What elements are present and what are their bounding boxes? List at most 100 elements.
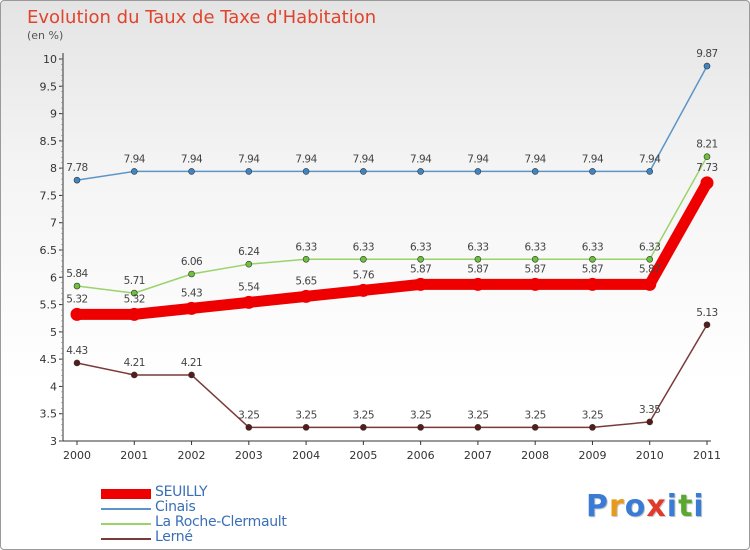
data-label: 6.33: [353, 241, 374, 253]
y-tick-label: 4: [50, 380, 57, 393]
data-label: 5.43: [181, 287, 202, 299]
data-point: [185, 301, 199, 315]
data-label: 6.33: [295, 241, 316, 253]
legend-swatch: [101, 508, 151, 510]
data-label: 3.25: [467, 409, 488, 421]
data-label: 3.25: [238, 409, 259, 421]
data-point: [417, 255, 424, 263]
data-point: [643, 277, 657, 291]
data-label: 6.06: [181, 256, 203, 268]
data-label: 7.94: [124, 153, 146, 165]
data-label: 5.87: [639, 263, 660, 275]
y-tick-label: 5: [50, 326, 57, 339]
y-tick-label: 10: [43, 53, 57, 66]
x-tick-label: 2001: [120, 449, 148, 462]
data-label: 4.43: [66, 345, 87, 357]
data-label: 6.33: [410, 241, 431, 253]
data-point: [245, 168, 253, 175]
data-label: 7.94: [582, 153, 604, 165]
legend-swatch: [101, 538, 151, 540]
data-label: 7.94: [353, 153, 375, 165]
data-point: [417, 424, 424, 431]
data-label: 5.32: [124, 293, 145, 305]
data-label: 5.87: [467, 263, 488, 275]
legend-item: Lerné: [101, 529, 361, 546]
data-point: [245, 260, 253, 268]
data-point: [245, 424, 253, 431]
data-label: 5.87: [410, 263, 431, 275]
y-tick-label: 7.5: [40, 189, 58, 202]
data-label: 5.87: [524, 263, 545, 275]
data-point: [531, 168, 539, 175]
x-tick-label: 2009: [578, 449, 606, 462]
data-label: 5.84: [66, 268, 88, 280]
y-tick-label: 3: [50, 435, 57, 448]
data-point: [70, 307, 84, 321]
legend-swatch: [101, 489, 151, 499]
y-tick-label: 4.5: [40, 353, 58, 366]
data-point: [73, 282, 81, 290]
data-point: [528, 277, 542, 291]
data-point: [360, 424, 367, 431]
data-label: 6.24: [238, 246, 260, 258]
legend-label: La Roche-Clermault: [155, 514, 287, 530]
data-point: [585, 277, 599, 291]
data-label: 4.21: [181, 357, 202, 369]
data-point: [471, 277, 485, 291]
data-point: [589, 255, 596, 263]
data-label: 5.54: [238, 281, 260, 293]
x-tick-label: 2007: [464, 449, 492, 462]
data-label: 3.25: [524, 409, 545, 421]
data-label: 6.33: [467, 241, 488, 253]
data-point: [474, 255, 482, 263]
data-label: 7.73: [696, 162, 717, 174]
data-point: [531, 255, 539, 263]
y-tick-label: 6.5: [40, 244, 58, 257]
series-line-la-roche-clermault: [76, 155, 708, 294]
data-point: [703, 62, 711, 70]
x-tick-label: 2005: [349, 449, 377, 462]
series-line-seuilly: [71, 177, 713, 320]
data-point: [130, 371, 138, 379]
y-tick-label: 9: [50, 108, 57, 121]
data-point: [356, 283, 370, 297]
legend-item: Cinais: [101, 499, 361, 516]
data-point: [589, 168, 596, 175]
data-label: 7.94: [524, 153, 546, 165]
data-point: [414, 277, 428, 291]
data-point: [474, 424, 482, 431]
data-point: [474, 168, 482, 175]
data-label: 6.33: [639, 241, 660, 253]
data-label: 3.25: [353, 409, 374, 421]
y-tick-label: 8.5: [40, 135, 58, 148]
data-point: [188, 371, 195, 379]
x-tick-label: 2008: [521, 449, 549, 462]
x-tick-label: 2003: [235, 449, 263, 462]
proxiti-logo: Proxiti: [586, 489, 705, 524]
data-label: 4.21: [124, 357, 145, 369]
legend-item: SEUILLY: [101, 484, 361, 501]
data-point: [73, 176, 81, 184]
data-point: [73, 359, 81, 367]
x-tick-label: 2004: [292, 449, 320, 462]
legend-label: SEUILLY: [155, 484, 208, 500]
x-tick-label: 2010: [636, 449, 664, 462]
data-point: [646, 168, 654, 175]
legend-swatch: [101, 523, 151, 525]
data-point: [703, 321, 711, 329]
x-tick-label: 2002: [178, 449, 206, 462]
data-label: 3.25: [582, 409, 603, 421]
data-label: 5.71: [124, 275, 145, 287]
data-point: [302, 424, 310, 431]
y-tick-label: 3.5: [40, 408, 58, 421]
data-point: [646, 418, 654, 426]
data-point: [360, 255, 367, 263]
y-tick-label: 7: [50, 217, 57, 230]
x-tick-label: 2006: [407, 449, 435, 462]
data-point: [531, 424, 539, 431]
data-label: 7.94: [467, 153, 489, 165]
data-point: [700, 176, 714, 190]
data-label: 7.94: [238, 153, 260, 165]
